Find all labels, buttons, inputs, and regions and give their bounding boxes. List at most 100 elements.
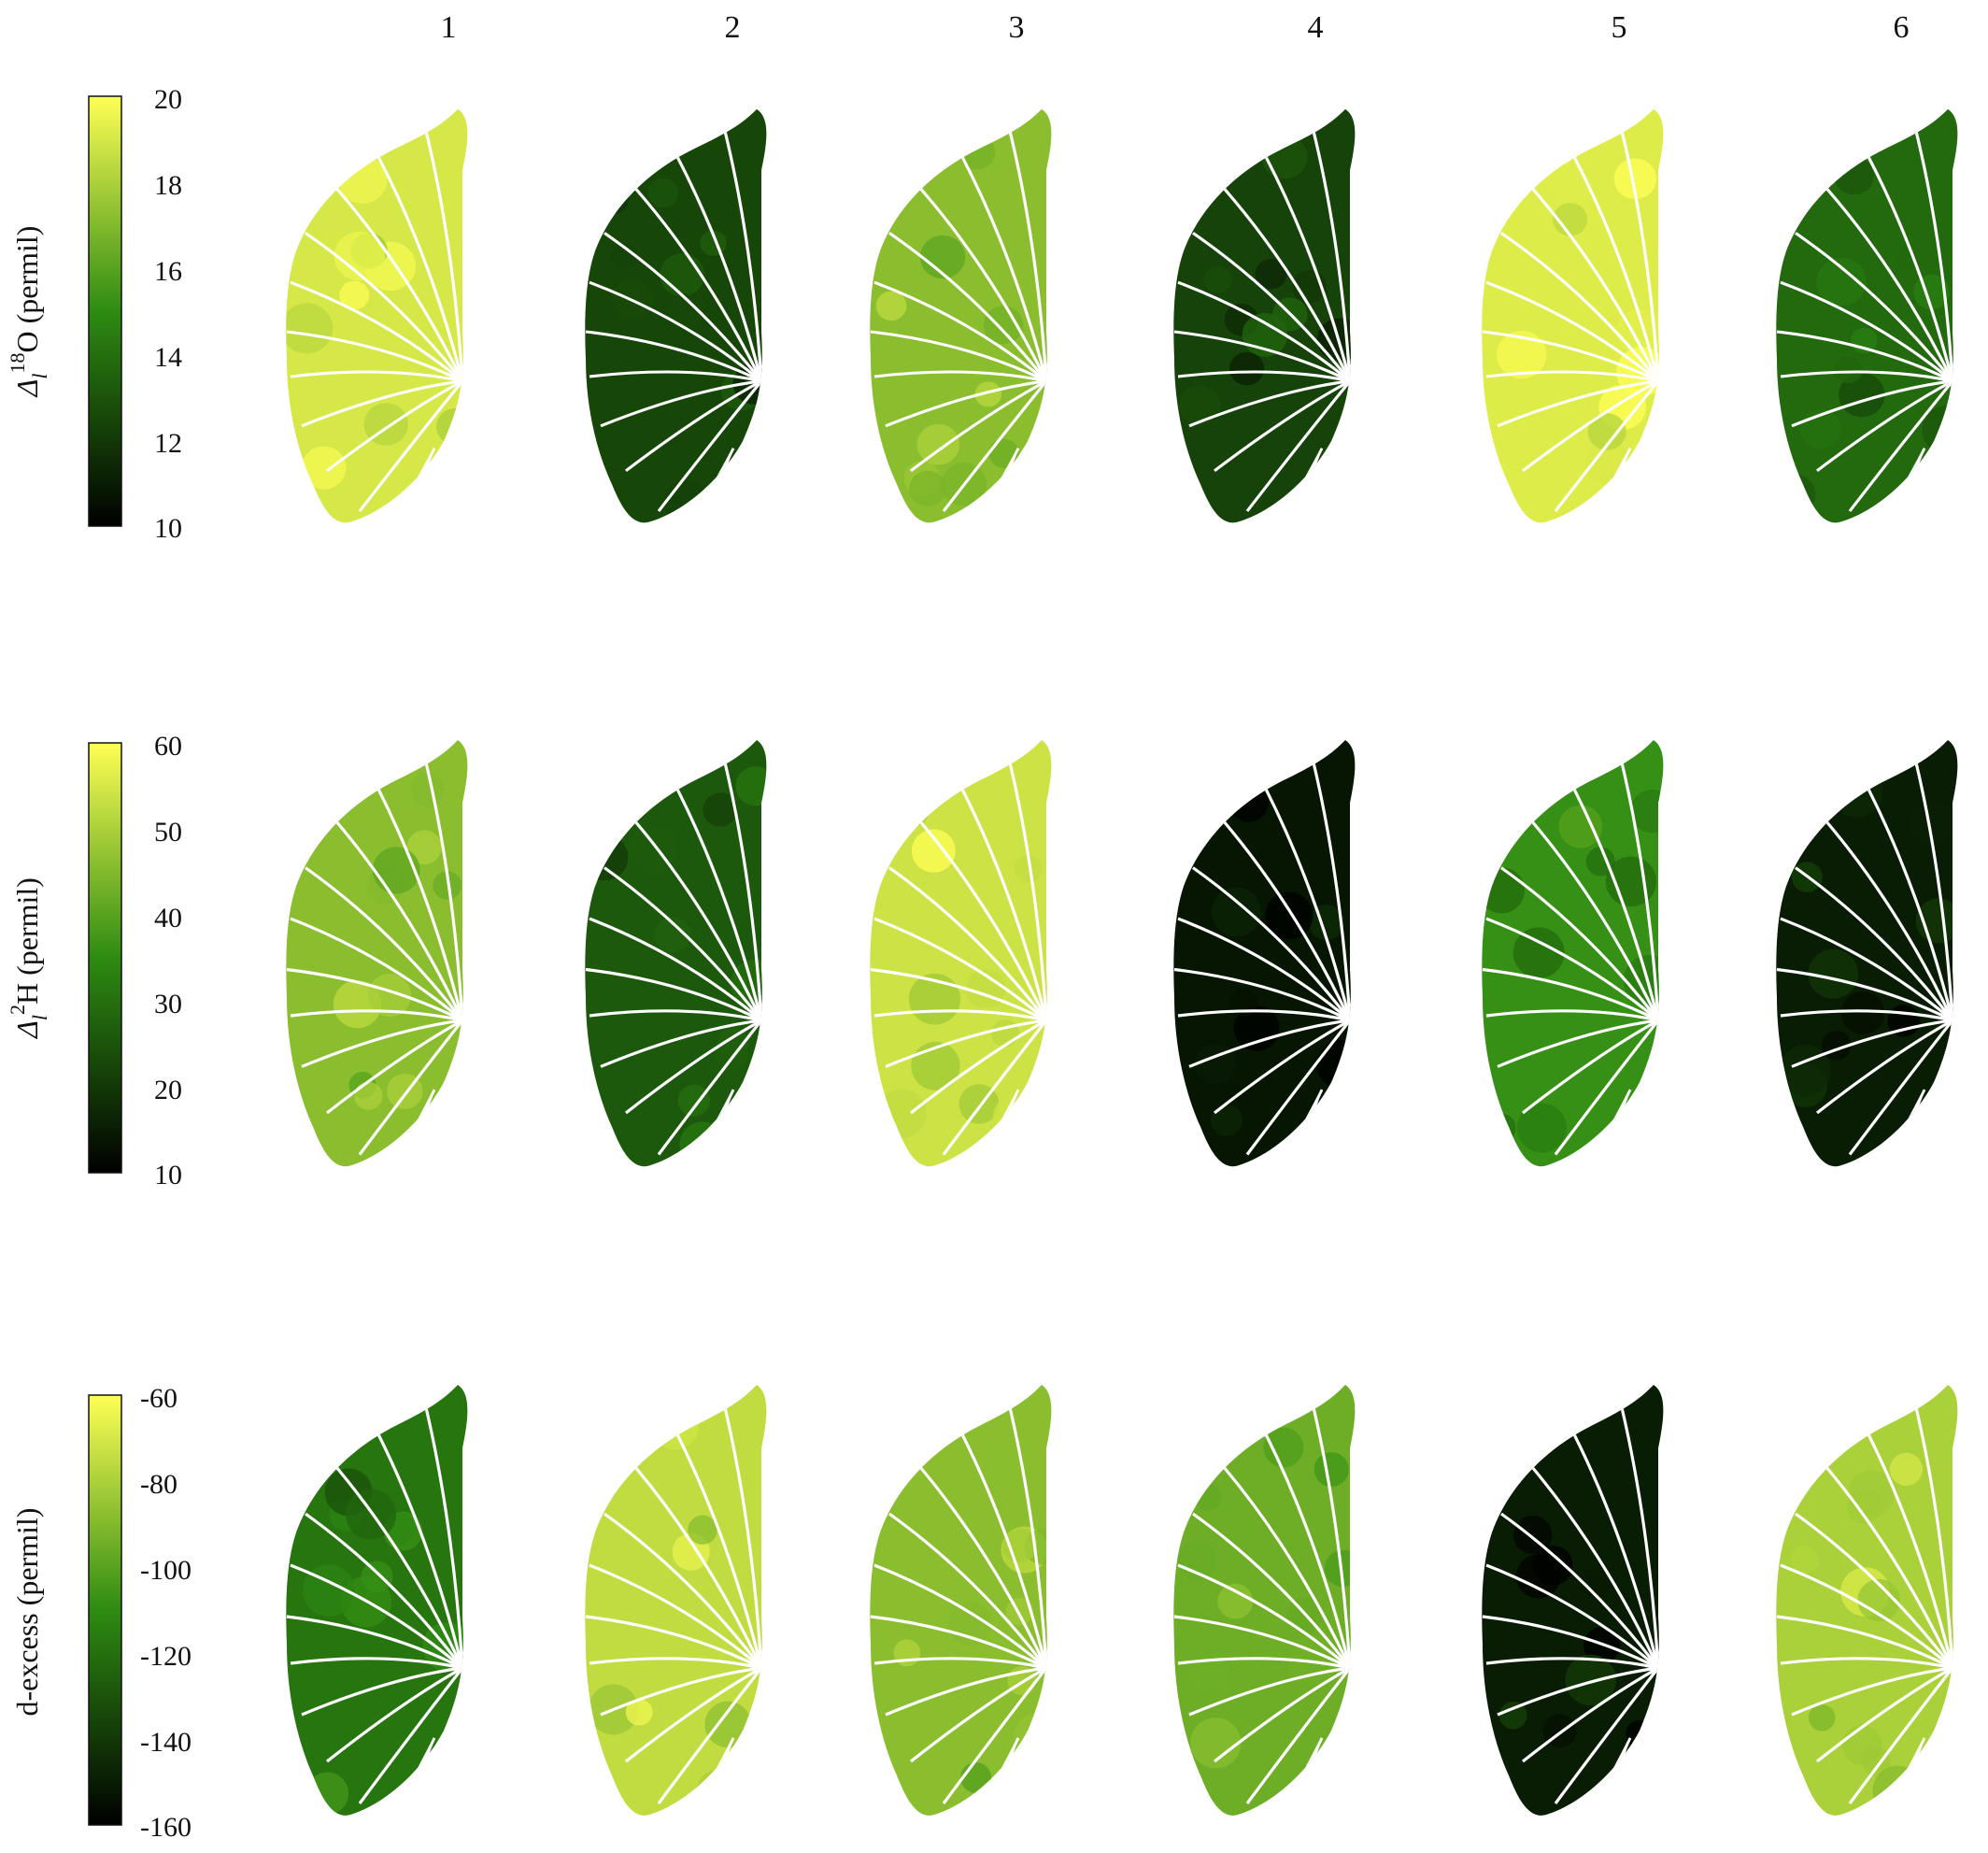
leaf-map (585, 739, 767, 1167)
leaf-spot (1790, 1546, 1819, 1575)
leaf-vein (1848, 1019, 1954, 1156)
panel-row-3: d-excess (permil) -60 -80 -100 -120 -140… (10, 1383, 1958, 1843)
leaf-spot (1840, 991, 1884, 1034)
leaf-vein (1780, 1657, 1953, 1670)
leaf-vein (1485, 917, 1660, 1022)
leaf-spot (1544, 135, 1575, 165)
leaf-spot (1872, 1765, 1923, 1816)
leaf-vein (873, 370, 1047, 383)
leaf-vein (305, 866, 464, 1021)
leaf-spot (983, 306, 1024, 345)
colorbar-label-d18o: Δl18O (permil) (6, 226, 51, 399)
leaf-vein (1188, 379, 1351, 428)
leaf-spot (1779, 1044, 1831, 1096)
leaf-vein (423, 126, 464, 381)
tick-label: 20 (154, 84, 182, 115)
leaf-vein (1619, 126, 1660, 381)
leaf-vein (1913, 126, 1954, 381)
leaf-vein (1497, 379, 1659, 428)
leaf-vein (585, 967, 762, 1022)
leaf-vein (358, 379, 464, 512)
colorbar-ticks: 60 50 40 30 20 10 (154, 731, 182, 1190)
leaf-vein (1177, 1009, 1351, 1022)
leaf-vein (1867, 1433, 1954, 1669)
leaf-spot (339, 280, 370, 310)
leaf-spot (960, 1761, 992, 1793)
leaf-vein (870, 330, 1047, 383)
panel-row-1: Δl18O (permil) 20 18 16 14 12 10 (6, 84, 1958, 544)
colorbar-label-d2h: Δl2H (permil) (6, 877, 51, 1040)
leaf-spot (1014, 1713, 1052, 1759)
leaf-spot (647, 178, 679, 208)
leaf-vein (1776, 330, 1953, 383)
leaf-vein (301, 1019, 463, 1068)
leaf-vein (1867, 788, 1954, 1021)
column-header: 6 (1894, 10, 1910, 45)
leaf-fill (870, 108, 1052, 523)
leaf-vein (918, 820, 1048, 1021)
leaf-vein (1264, 1433, 1352, 1669)
leaf-spot (654, 916, 691, 953)
tick-label: -160 (140, 1812, 192, 1843)
leaf-vein (1825, 820, 1954, 1021)
leaf-vein (1816, 379, 1953, 473)
leaf-vein (633, 820, 763, 1021)
leaf-map (1173, 739, 1356, 1167)
leaf-spot (1314, 1451, 1349, 1488)
tick-label: 14 (154, 342, 182, 373)
leaf-fill (870, 1385, 1052, 1816)
leaf-vein (873, 917, 1048, 1022)
leaf-vein (1522, 379, 1659, 473)
leaf-vein (1780, 370, 1953, 383)
leaf-spot (1228, 988, 1257, 1017)
leaf-vein (885, 1666, 1047, 1717)
leaf-spot (1498, 1701, 1527, 1730)
leaf-vein (960, 1433, 1048, 1669)
leaf-vein (1554, 1667, 1660, 1804)
leaf-vein (1780, 1009, 1953, 1022)
leaf-fill (286, 108, 468, 523)
leaf-vein (600, 1666, 762, 1717)
leaf-vein (960, 788, 1048, 1021)
tick-label: 18 (154, 170, 182, 201)
tick-label: -100 (140, 1555, 192, 1586)
leaf-vein (1214, 1019, 1351, 1115)
leaf-spot (354, 1081, 383, 1110)
leaf-vein (885, 1019, 1047, 1068)
leaf-vein (604, 866, 763, 1021)
tick-label: 40 (154, 903, 182, 934)
leaf-spot (1497, 331, 1547, 379)
leaf-map (1482, 108, 1664, 523)
leaf-vein (585, 1615, 762, 1670)
leaf-vein (1500, 866, 1660, 1021)
leaf-vein (1913, 1403, 1954, 1669)
leaf-vein (633, 1465, 763, 1669)
leaf-vein (1188, 1019, 1351, 1068)
leaf-spot (1830, 765, 1883, 818)
leaf-spot (1808, 1703, 1836, 1732)
leaf-vein (1245, 1667, 1352, 1804)
leaf-spot (1194, 1483, 1222, 1511)
leaf-vein (1554, 1019, 1660, 1156)
leaf-spot (990, 1019, 1019, 1048)
leaf-vein (675, 1433, 763, 1669)
leaf-spot (1861, 1746, 1891, 1776)
leaf-vein (1485, 280, 1660, 382)
leaf-spot (301, 446, 347, 490)
leaf-vein (286, 967, 463, 1022)
leaf-vein (1791, 1019, 1953, 1068)
leaf-map (286, 108, 468, 523)
tick-label: 12 (154, 428, 182, 459)
leaf-vein (1173, 330, 1351, 383)
leaf-vein (589, 370, 762, 383)
leaf-vein (334, 1465, 464, 1669)
leaf-spot (305, 1772, 349, 1816)
leaf-veins (1173, 758, 1352, 1166)
leaf-spot (1808, 948, 1859, 999)
leaf-spot (1261, 135, 1308, 179)
leaf-vein (942, 1019, 1048, 1156)
leaf-spot (435, 408, 468, 446)
tick-label: 16 (154, 256, 182, 287)
leaf-vein (1245, 1019, 1352, 1156)
leaf-vein (1913, 758, 1954, 1021)
